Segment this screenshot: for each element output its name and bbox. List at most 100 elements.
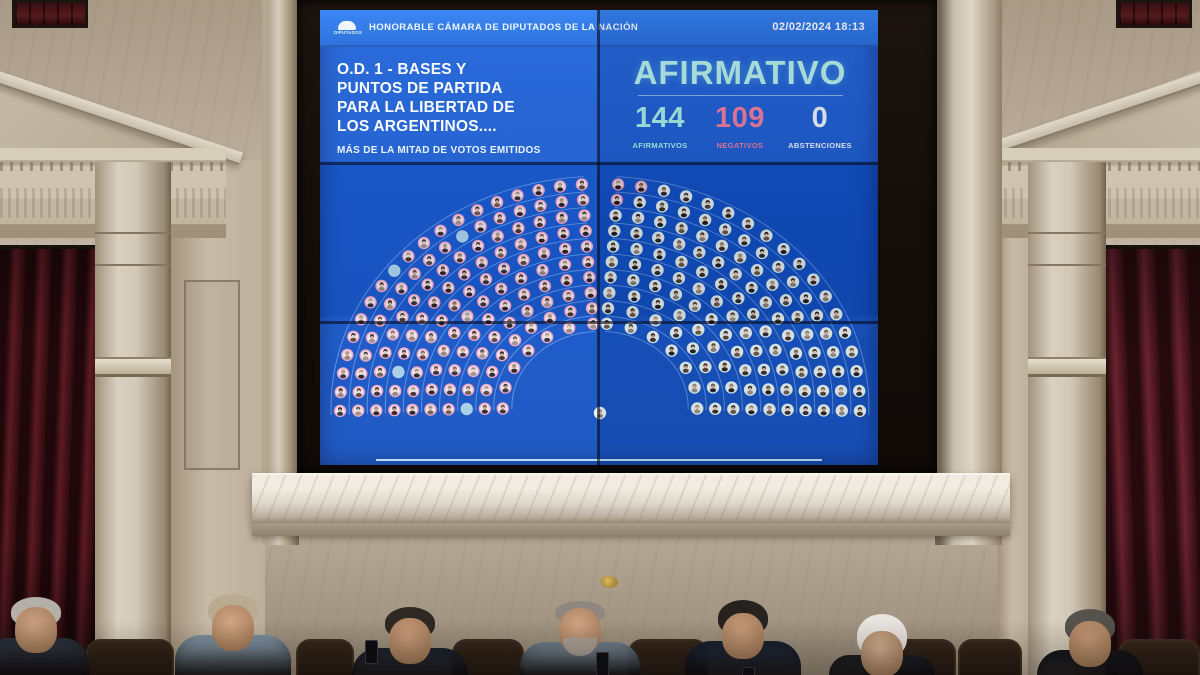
seat — [745, 403, 758, 416]
seat — [406, 403, 419, 416]
seat — [706, 381, 720, 394]
row-guide-arc — [613, 222, 816, 414]
seat — [471, 239, 485, 253]
seat — [359, 349, 372, 362]
seat — [719, 328, 732, 341]
seat — [853, 384, 866, 398]
seat — [651, 263, 664, 277]
seat — [408, 267, 421, 280]
motion-line: LOS ARGENTINOS.... — [337, 118, 497, 135]
row-guide-arc — [330, 176, 584, 416]
seat — [739, 364, 752, 377]
seat — [538, 279, 551, 293]
seat — [646, 330, 660, 344]
seat — [494, 246, 507, 259]
seat — [417, 236, 431, 250]
seat — [477, 295, 490, 308]
seat — [701, 197, 714, 211]
wall-panel-left — [184, 280, 240, 470]
seat — [555, 195, 568, 209]
seat — [631, 211, 645, 224]
seat — [521, 304, 534, 318]
seat — [557, 227, 570, 240]
row-guide-arc — [493, 315, 594, 411]
seat — [373, 365, 387, 378]
seat — [810, 309, 824, 322]
seat — [609, 209, 622, 222]
seat — [779, 294, 793, 307]
seat — [738, 234, 751, 247]
seat — [490, 195, 504, 209]
seat — [428, 296, 441, 309]
row-guide-arc — [606, 315, 707, 411]
seat — [727, 402, 740, 416]
seat — [541, 295, 554, 309]
seat — [750, 264, 764, 277]
seat — [832, 365, 845, 378]
seat — [396, 310, 409, 323]
seat — [628, 258, 642, 271]
seat — [476, 347, 489, 360]
seat — [762, 383, 775, 396]
seat — [522, 344, 535, 357]
seat — [608, 224, 621, 238]
seat — [808, 346, 821, 359]
pilaster-capital-right — [1028, 232, 1106, 266]
seat — [540, 330, 554, 344]
seat — [575, 178, 589, 191]
seat — [780, 383, 793, 396]
seat — [475, 256, 488, 269]
person-head — [15, 607, 57, 654]
seat — [679, 361, 692, 374]
vote-count-abstenciones: 0 ABSTENCIONES — [780, 102, 860, 150]
row-guide-arc — [607, 300, 725, 411]
seat — [795, 365, 808, 379]
seat — [769, 343, 782, 357]
seat — [593, 406, 607, 420]
seat — [407, 384, 420, 398]
marble-molding-left — [262, 0, 299, 545]
seat — [392, 365, 405, 379]
person-head — [861, 630, 903, 675]
dome-icon — [338, 20, 356, 30]
seat — [686, 342, 700, 355]
seat — [452, 213, 465, 227]
smartphone — [742, 667, 755, 675]
seat — [534, 199, 547, 212]
seat — [474, 220, 487, 233]
seat — [456, 345, 470, 359]
seat — [710, 295, 723, 308]
seat — [388, 264, 401, 277]
seat — [734, 251, 747, 264]
seat — [389, 384, 402, 398]
seat — [655, 200, 669, 213]
seat — [838, 326, 852, 339]
seat — [341, 348, 354, 362]
pilaster-corbel-right — [1028, 357, 1106, 377]
logo-caption: DIPUTADOS — [334, 29, 362, 35]
seat — [563, 321, 576, 335]
seat — [603, 286, 616, 299]
seat — [696, 265, 709, 279]
vote-screen: DIPUTADOS HONORABLE CÁMARA DE DIPUTADOS … — [320, 10, 878, 465]
seat — [745, 281, 758, 294]
screen-title: HONORABLE CÁMARA DE DIPUTADOS DE LA NACI… — [369, 22, 639, 33]
seat — [370, 384, 384, 398]
marble-molding-right — [935, 0, 1002, 545]
bronze-ornament — [601, 576, 618, 588]
seat — [834, 384, 848, 398]
row-guide-arc — [614, 207, 834, 415]
seat — [853, 404, 867, 418]
seat — [559, 242, 572, 255]
seat — [576, 193, 590, 207]
seat — [352, 404, 365, 417]
seat — [386, 328, 399, 341]
chair-back — [296, 639, 354, 675]
seat — [463, 285, 476, 298]
row-guide-arc — [615, 191, 852, 415]
seat — [355, 367, 368, 380]
seat — [499, 381, 512, 394]
seat — [777, 242, 790, 256]
diputados-logo: DIPUTADOS — [334, 20, 362, 35]
